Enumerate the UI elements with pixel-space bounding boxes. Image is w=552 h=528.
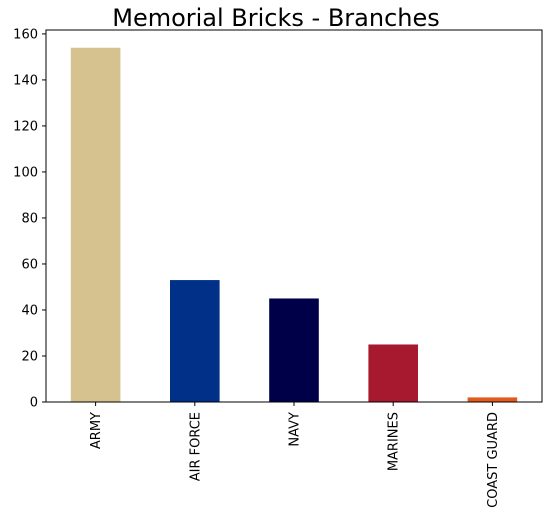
y-tick-label: 160 (13, 27, 38, 42)
x-axis: ARMY AIR FORCE NAVY MARINES COAST GUARD (89, 402, 501, 508)
x-tick-label-coast-guard: COAST GUARD (486, 412, 501, 508)
x-tick-label-army: ARMY (89, 412, 104, 449)
y-tick-label: 80 (21, 211, 38, 226)
y-tick-label: 120 (13, 119, 38, 134)
x-tick-label-air-force: AIR FORCE (188, 412, 203, 481)
bar-navy (269, 298, 319, 402)
x-tick-label-marines: MARINES (387, 412, 402, 471)
y-axis: 0 20 40 60 80 100 120 140 160 (13, 27, 46, 411)
y-tick-label: 40 (21, 303, 38, 318)
y-tick-label: 140 (13, 73, 38, 88)
bar-air-force (170, 280, 220, 402)
bar-marines (368, 344, 418, 402)
y-tick-label: 100 (13, 165, 38, 180)
plot-frame (45, 29, 543, 403)
bar-coast-guard (467, 397, 518, 402)
y-tick-label: 0 (30, 396, 38, 411)
x-tick-label-navy: NAVY (288, 412, 303, 447)
y-tick-label: 60 (21, 257, 38, 272)
chart-title: Memorial Bricks - Branches (112, 4, 440, 32)
bars-layer (70, 47, 518, 402)
y-tick-label: 20 (21, 349, 38, 364)
bar-army (70, 47, 121, 402)
